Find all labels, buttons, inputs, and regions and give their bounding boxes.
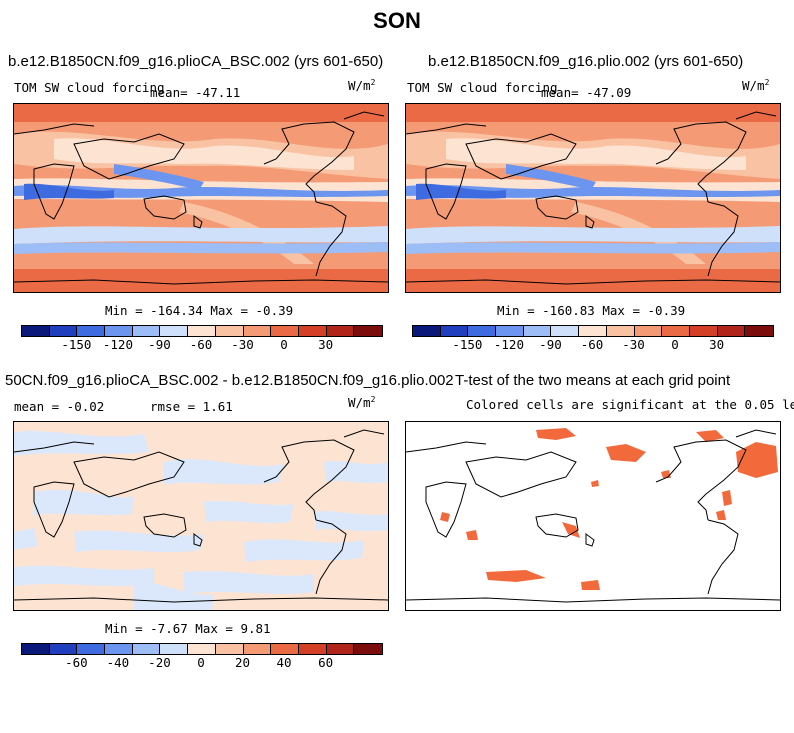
panel2-colorbar bbox=[412, 325, 774, 337]
panel1-mean-label: mean= -47.11 bbox=[150, 85, 241, 100]
colorbar-swatch bbox=[298, 326, 327, 336]
panel1-minmax: Min = -164.34 Max = -0.39 bbox=[105, 303, 294, 318]
colorbar-swatch bbox=[77, 326, 106, 336]
panel2-map-graphic bbox=[406, 104, 780, 292]
panel1-map-graphic bbox=[14, 104, 388, 292]
colorbar-tick-label: 40 bbox=[276, 655, 292, 670]
panel3-map-graphic bbox=[14, 422, 388, 610]
panel2-variable-label: TOM SW cloud forcing bbox=[407, 80, 558, 95]
colorbar-swatch bbox=[606, 326, 635, 336]
colorbar-tick-label: -120 bbox=[493, 337, 524, 352]
colorbar-tick-label: -150 bbox=[452, 337, 483, 352]
panel4-map bbox=[405, 421, 781, 611]
panel1-title: b.e12.B1850CN.f09_g16.plioCA_BSC.002 (yr… bbox=[8, 53, 384, 70]
colorbar-swatch bbox=[496, 326, 524, 336]
panel3-units: W/m2 bbox=[348, 395, 376, 411]
panel1-colorbar-ticks: -150 -120 -90 -60 -30 0 30 bbox=[21, 337, 381, 353]
panel2-colorbar-ticks: -150 -120 -90 -60 -30 0 30 bbox=[412, 337, 772, 353]
colorbar-swatch bbox=[105, 644, 133, 654]
colorbar-tick-label: -30 bbox=[622, 337, 645, 352]
colorbar-swatch bbox=[354, 644, 382, 654]
colorbar-tick-label: 30 bbox=[709, 337, 725, 352]
panel1-variable-label: TOM SW cloud forcing bbox=[14, 80, 165, 95]
colorbar-swatch bbox=[579, 326, 607, 336]
colorbar-swatch bbox=[22, 644, 50, 654]
colorbar-swatch bbox=[413, 326, 441, 336]
colorbar-tick-label: 0 bbox=[671, 337, 679, 352]
panel4-map-graphic bbox=[406, 422, 780, 610]
colorbar-tick-label: -60 bbox=[580, 337, 604, 352]
colorbar-swatch bbox=[662, 326, 690, 336]
colorbar-swatch bbox=[22, 326, 50, 336]
colorbar-tick-label: 30 bbox=[318, 337, 334, 352]
colorbar-swatch bbox=[160, 326, 189, 336]
colorbar-tick-label: -60 bbox=[65, 655, 88, 670]
panel4-title: T-test of the two means at each grid poi… bbox=[455, 372, 731, 389]
colorbar-tick-label: -20 bbox=[148, 655, 171, 670]
panel2-units: W/m2 bbox=[742, 78, 770, 94]
panel2-map bbox=[405, 103, 781, 293]
panel1-colorbar bbox=[21, 325, 383, 337]
panel3-rmse-label: rmse = 1.61 bbox=[150, 399, 233, 414]
colorbar-swatch bbox=[188, 644, 216, 654]
panel2-minmax: Min = -160.83 Max = -0.39 bbox=[497, 303, 686, 318]
colorbar-tick-label: -90 bbox=[539, 337, 562, 352]
figure-title: SON bbox=[373, 8, 421, 33]
colorbar-tick-label: 0 bbox=[197, 655, 205, 670]
colorbar-swatch bbox=[745, 326, 773, 336]
panel3-colorbar bbox=[21, 643, 383, 655]
colorbar-swatch bbox=[271, 644, 299, 654]
colorbar-swatch bbox=[105, 326, 133, 336]
colorbar-swatch bbox=[271, 326, 299, 336]
panel1-map bbox=[13, 103, 389, 293]
colorbar-tick-label: 20 bbox=[235, 655, 251, 670]
colorbar-swatch bbox=[523, 326, 552, 336]
colorbar-tick-label: -120 bbox=[102, 337, 133, 352]
panel3-title: 50CN.f09_g16.plioCA_BSC.002 - b.e12.B185… bbox=[5, 372, 454, 389]
colorbar-swatch bbox=[717, 326, 746, 336]
colorbar-tick-label: -60 bbox=[189, 337, 213, 352]
colorbar-swatch bbox=[326, 326, 355, 336]
colorbar-tick-label: -150 bbox=[61, 337, 92, 352]
colorbar-swatch bbox=[49, 326, 78, 336]
colorbar-tick-label: -40 bbox=[106, 655, 130, 670]
panel2-title: b.e12.B1850CN.f09_g16.plio.002 (yrs 601-… bbox=[428, 53, 744, 70]
colorbar-swatch bbox=[188, 326, 216, 336]
panel3-map bbox=[13, 421, 389, 611]
colorbar-tick-label: -90 bbox=[148, 337, 171, 352]
colorbar-swatch bbox=[77, 644, 106, 654]
colorbar-swatch bbox=[634, 326, 663, 336]
colorbar-swatch bbox=[243, 326, 272, 336]
colorbar-swatch bbox=[440, 326, 469, 336]
colorbar-swatch bbox=[354, 326, 382, 336]
colorbar-swatch bbox=[49, 644, 78, 654]
colorbar-swatch bbox=[689, 326, 718, 336]
panel3-mean-label: mean = -0.02 bbox=[14, 399, 105, 414]
panel4-subtitle: Colored cells are significant at the 0.0… bbox=[466, 397, 794, 412]
colorbar-swatch bbox=[298, 644, 327, 654]
colorbar-swatch bbox=[132, 644, 161, 654]
colorbar-swatch bbox=[132, 326, 161, 336]
colorbar-swatch bbox=[468, 326, 497, 336]
colorbar-tick-label: 0 bbox=[280, 337, 288, 352]
colorbar-swatch bbox=[160, 644, 189, 654]
panel3-colorbar-ticks: -60 -40 -20 0 20 40 60 bbox=[21, 655, 381, 671]
colorbar-swatch bbox=[243, 644, 272, 654]
colorbar-tick-label: 60 bbox=[318, 655, 334, 670]
colorbar-tick-label: -30 bbox=[231, 337, 254, 352]
colorbar-swatch bbox=[551, 326, 580, 336]
panel2-mean-label: mean= -47.09 bbox=[541, 85, 632, 100]
panel1-units: W/m2 bbox=[348, 78, 376, 94]
colorbar-swatch bbox=[215, 326, 244, 336]
colorbar-swatch bbox=[215, 644, 244, 654]
colorbar-swatch bbox=[326, 644, 355, 654]
panel3-minmax: Min = -7.67 Max = 9.81 bbox=[105, 621, 271, 636]
